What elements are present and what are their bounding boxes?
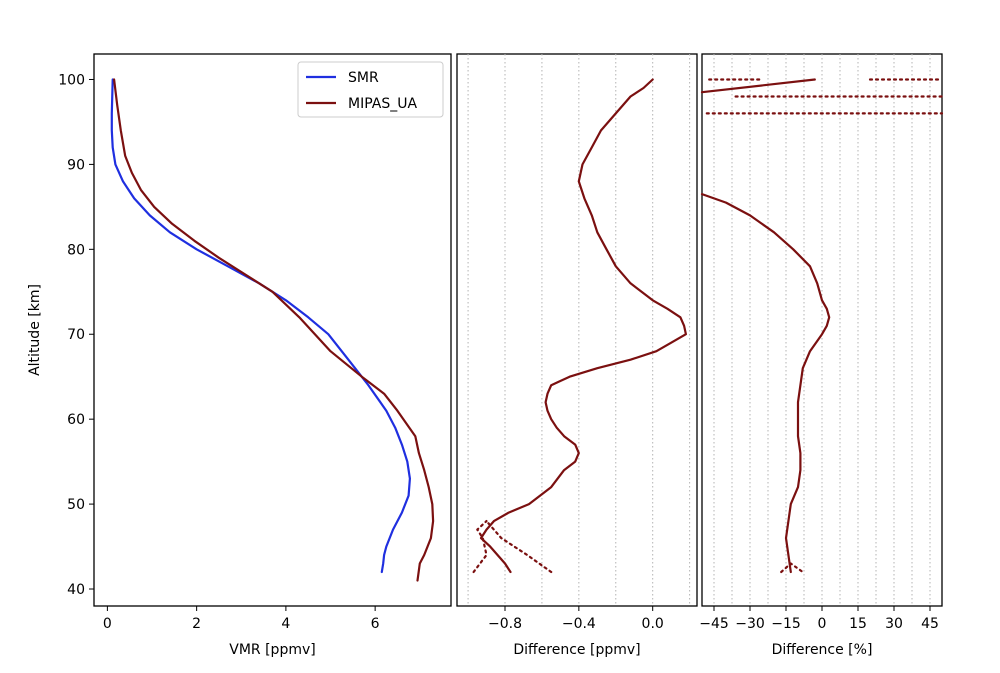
percent-diff-x-tick-label: −30 <box>735 616 765 632</box>
altitude-y-tick-label: 60 <box>67 412 85 428</box>
mipas-ua-line <box>112 78 435 582</box>
ppmv-diff-series-1-uncertainty-line <box>472 519 488 574</box>
legend-mipas-label: MIPAS_UA <box>348 96 417 112</box>
altitude-y-tick-label: 90 <box>67 157 85 173</box>
vmr-x-tick-label: 6 <box>371 616 380 632</box>
altitude-y-tick-label: 80 <box>67 242 85 258</box>
altitude-y-tick-label: 40 <box>67 582 85 598</box>
vmr-profile-panel: 0 2 4 6 40 50 60 70 80 90 100 VMR [ppmv] Altitude… <box>27 53 452 658</box>
percent-diff-x-tick-label: 45 <box>921 616 939 632</box>
vmr-panel-frame <box>93 53 452 607</box>
percent-diff-x-tick-label: 15 <box>849 616 867 632</box>
percent-difference-panel: −45 −30 −15 0 15 30 45 Difference [%] <box>699 53 944 658</box>
ppmv-diff-x-tick-label: 0.0 <box>642 616 664 632</box>
altitude-y-tick-label: 70 <box>67 327 85 343</box>
ppmv-difference-panel: −0.8 −0.4 0.0 Difference [ppmv] <box>456 53 698 658</box>
percent-diff-x-tick-label: 30 <box>885 616 903 632</box>
percent-diff-x-tick-label: −15 <box>771 616 801 632</box>
vmr-x-tick-label: 0 <box>103 616 112 632</box>
altitude-y-axis-label: Altitude [km] <box>27 284 43 376</box>
altitude-y-tick-label: 100 <box>58 72 85 88</box>
percent-diff-x-tick-label: −45 <box>699 616 729 632</box>
percent-difference-x-axis-label: Difference [%] <box>772 642 873 658</box>
ppmv-diff-x-tick-label: −0.8 <box>488 616 522 632</box>
vmr-x-tick-label: 4 <box>281 616 290 632</box>
ppmv-difference-frame <box>456 53 698 607</box>
altitude-y-tick-label: 50 <box>67 497 85 513</box>
vmr-x-axis-label: VMR [ppmv] <box>229 642 315 658</box>
ppmv-diff-x-tick-label: −0.4 <box>562 616 596 632</box>
smr-line <box>110 78 411 574</box>
percent-diff-series-2-uncertainty-line <box>780 562 804 574</box>
legend: SMR MIPAS_UA <box>297 61 444 118</box>
ppmv-difference-x-axis-label: Difference [ppmv] <box>513 642 640 658</box>
legend-smr-label: SMR <box>348 70 379 86</box>
vmr-x-tick-label: 2 <box>192 616 201 632</box>
percent-diff-series-0-line <box>700 193 831 574</box>
ppmv-diff-series-0-line <box>479 78 688 574</box>
percent-diff-series-1-line <box>700 78 816 94</box>
ppmv-diff-series-2-uncertainty-line <box>485 519 553 574</box>
percent-diff-x-tick-label: 0 <box>818 616 827 632</box>
